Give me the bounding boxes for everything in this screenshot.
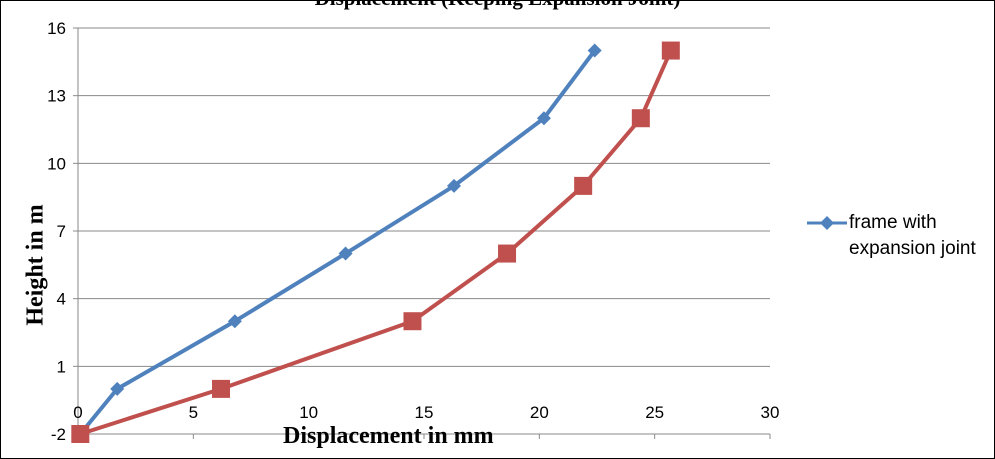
chart-title: Displacement (Keeping Expansion Joint)	[0, 0, 995, 11]
x-axis-label: Displacement in mm	[283, 423, 494, 449]
y-tick-label: -2	[51, 425, 66, 444]
y-tick-label: 1	[57, 357, 66, 376]
series-line	[79, 49, 673, 436]
x-tick-label: 25	[645, 403, 664, 422]
data-point	[536, 111, 551, 126]
legend-marker-icon	[807, 216, 847, 230]
x-tick-label: 30	[761, 403, 780, 422]
series-layer	[71, 41, 680, 443]
grid-lines	[78, 27, 770, 367]
data-point	[661, 41, 680, 60]
x-tick-label: 15	[415, 403, 434, 422]
legend: frame with expansion joint	[805, 210, 979, 262]
data-point	[403, 312, 422, 331]
data-point	[574, 176, 593, 195]
x-tick-label: 20	[530, 403, 549, 422]
data-point	[338, 246, 353, 261]
y-tick-label: 13	[47, 87, 66, 106]
y-tick-label: 16	[47, 19, 66, 38]
data-point	[446, 178, 461, 193]
axes	[73, 27, 771, 439]
data-point	[498, 244, 517, 263]
x-tick-label: 0	[73, 403, 82, 422]
data-point	[71, 425, 90, 443]
tick-labels: -2 1 4 7 10 13 16 0 5 10 15 20 25 30	[47, 19, 779, 444]
y-tick-label: 10	[47, 154, 66, 173]
y-tick-label: 4	[57, 290, 66, 309]
data-point	[212, 379, 231, 398]
data-point	[587, 43, 602, 58]
series-2	[71, 41, 680, 443]
x-tick-label: 10	[299, 403, 318, 422]
data-point	[227, 314, 242, 329]
data-point	[110, 381, 125, 396]
legend-label: frame with expansion joint	[849, 212, 976, 259]
y-tick-label: 7	[57, 222, 66, 241]
data-point	[631, 109, 650, 128]
y-axis-label: Height in m	[22, 204, 49, 326]
x-tick-label: 5	[189, 403, 198, 422]
